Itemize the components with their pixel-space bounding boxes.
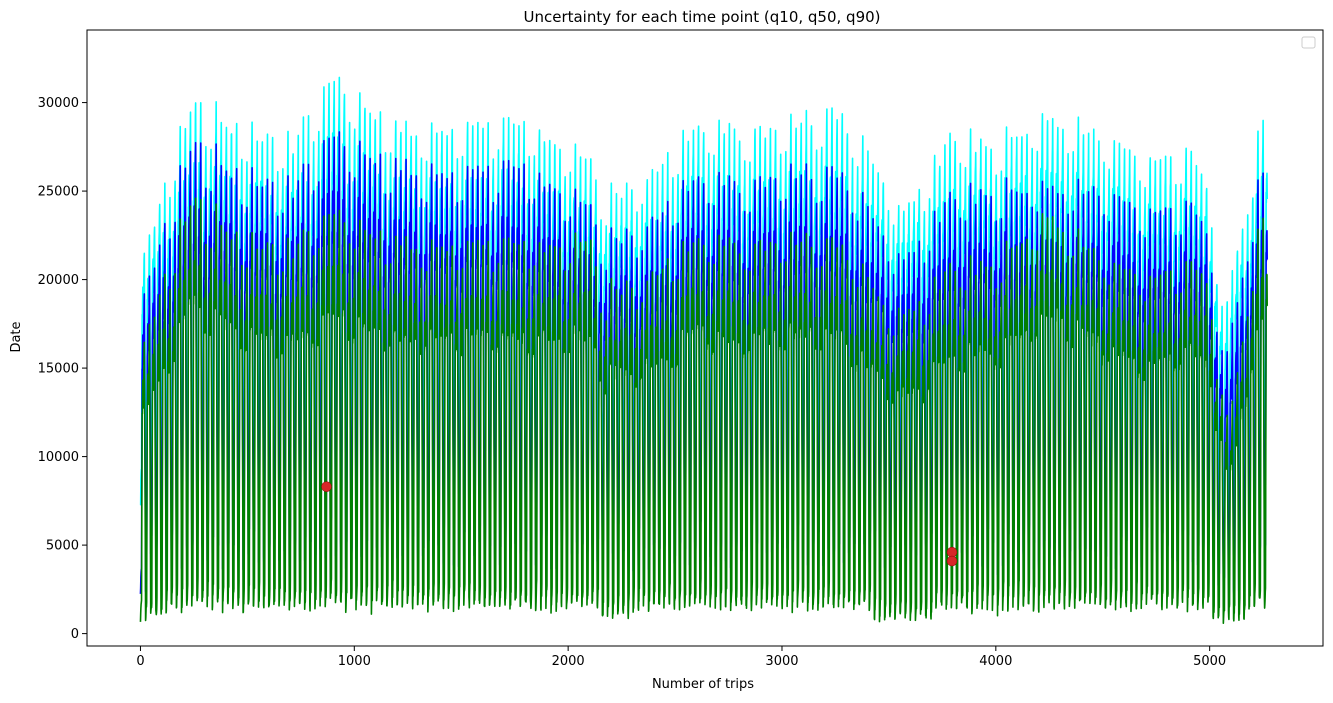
y-tick-label: 20000: [38, 273, 79, 288]
series-layer: [139, 76, 1268, 625]
y-tick-label: 5000: [46, 539, 79, 554]
anomaly-marker-2: [946, 555, 958, 567]
legend-box: [1301, 36, 1316, 49]
x-tick-label: 4000: [979, 654, 1012, 669]
x-tick-label: 2000: [552, 654, 585, 669]
chart-title: Uncertainty for each time point (q10, q5…: [523, 8, 880, 26]
y-tick-label: 0: [71, 627, 79, 642]
y-tick-label: 25000: [38, 185, 79, 200]
y-tick-label: 15000: [38, 362, 79, 377]
anomaly-marker-0: [321, 481, 332, 492]
x-axis-label: Number of trips: [652, 677, 754, 692]
anomaly-marker-1: [946, 546, 958, 558]
axes-layer: 0 1000 2000 3000 4000 5000 0 5000 10000 15000 2000…: [38, 29, 1324, 669]
y-axis-label: Date: [9, 321, 24, 352]
x-tick-label: 1000: [338, 654, 371, 669]
marker-layer: [321, 481, 958, 567]
y-tick-label: 30000: [38, 96, 79, 111]
x-tick-label: 0: [136, 654, 144, 669]
y-tick-label: 10000: [38, 450, 79, 465]
plot-frame: [86, 29, 1324, 647]
x-tick-label: 3000: [765, 654, 798, 669]
series-line-q10: [139, 197, 1268, 625]
x-tick-label: 5000: [1193, 654, 1226, 669]
